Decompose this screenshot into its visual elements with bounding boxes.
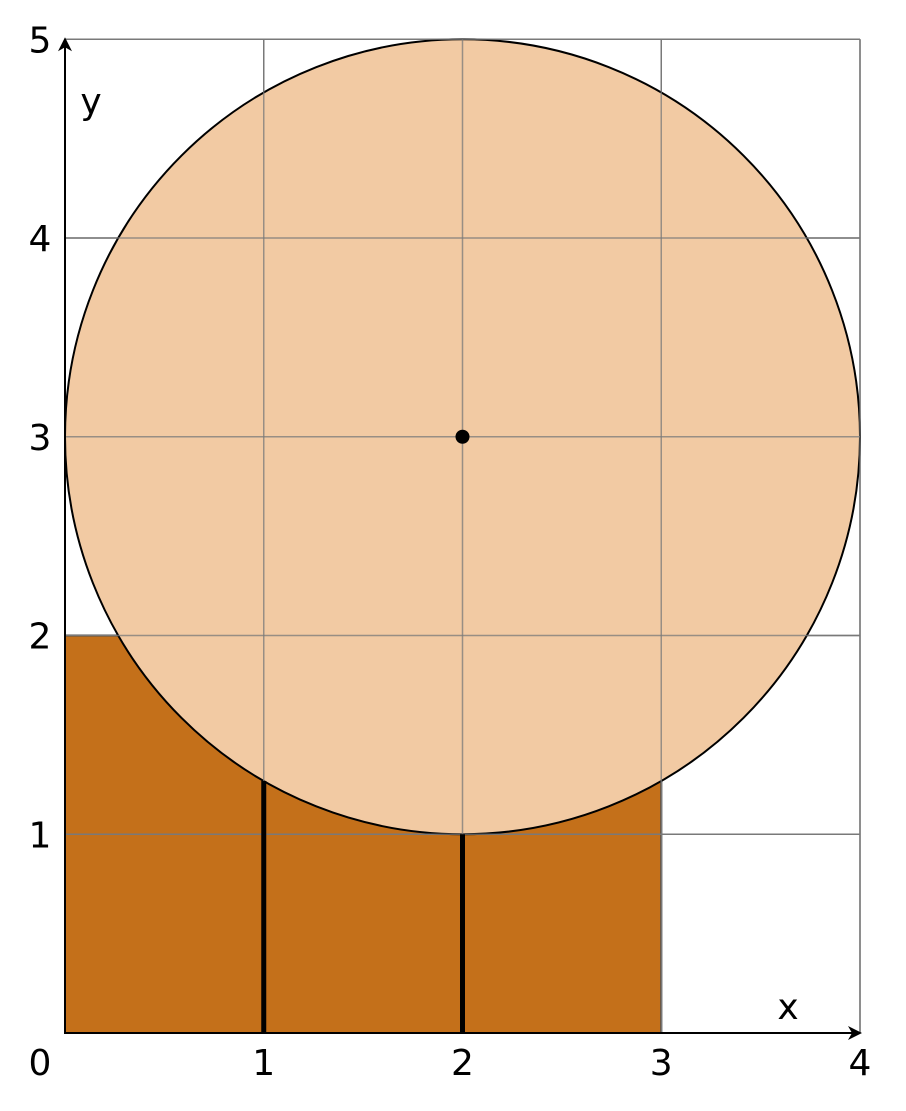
x-tick-label: 3: [650, 1043, 673, 1084]
y-tick-label: 4: [29, 219, 52, 260]
y-tick-label: 1: [29, 815, 52, 856]
x-tick-label: 2: [451, 1043, 474, 1084]
y-tick-labels: 1 2 3 4 5: [29, 20, 52, 856]
x-axis-label: x: [777, 987, 798, 1028]
x-tick-label: 1: [252, 1043, 275, 1084]
y-tick-label: 3: [29, 418, 52, 459]
y-tick-label: 2: [29, 617, 52, 658]
x-tick-label: 4: [849, 1043, 872, 1084]
x-tick-label: 0: [29, 1043, 52, 1084]
x-tick-labels: 0 1 2 3 4: [29, 1043, 872, 1084]
y-axis-label: y: [80, 81, 101, 122]
center-point: [456, 430, 470, 444]
y-tick-label: 5: [29, 20, 52, 61]
